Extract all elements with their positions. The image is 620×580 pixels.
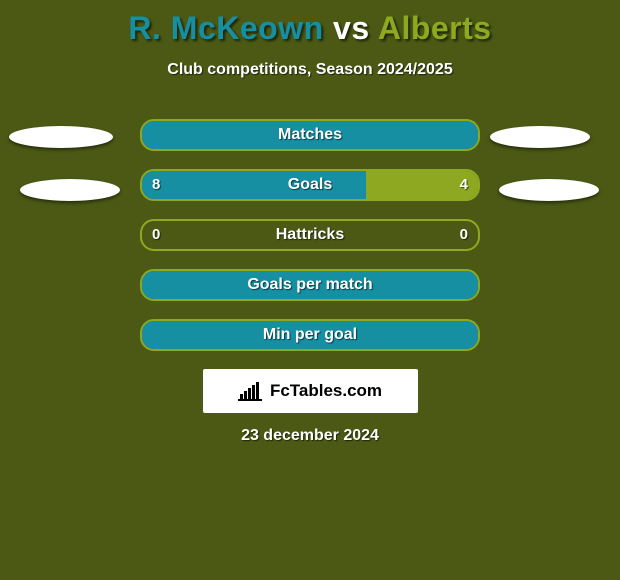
stat-row: 84Goals bbox=[140, 169, 480, 201]
bar-fill-player1 bbox=[142, 171, 366, 199]
page-title: R. McKeown vs Alberts bbox=[0, 0, 620, 47]
stat-row: 0 0Hattricks bbox=[140, 219, 480, 251]
player1-name: R. McKeown bbox=[128, 10, 323, 46]
avatar-placeholder-left-1 bbox=[9, 126, 113, 148]
player2-name: Alberts bbox=[378, 10, 492, 46]
avatar-placeholder-left-2 bbox=[20, 179, 120, 201]
bar-chart-icon bbox=[238, 381, 264, 401]
date-text: 23 december 2024 bbox=[0, 427, 620, 445]
stat-row: Matches bbox=[140, 119, 480, 151]
bar-fill-player1 bbox=[142, 321, 478, 349]
avatar-placeholder-right-1 bbox=[490, 126, 590, 148]
vs-text: vs bbox=[333, 10, 370, 46]
comparison-bars: Matches84Goals00HattricksGoals per match… bbox=[140, 119, 480, 351]
stat-value-player1: 0 bbox=[152, 221, 160, 249]
subtitle: Club competitions, Season 2024/2025 bbox=[0, 61, 620, 79]
bar-fill-player1 bbox=[142, 121, 478, 149]
source-badge: FcTables.com bbox=[203, 369, 418, 413]
source-text: FcTables.com bbox=[270, 381, 382, 401]
stat-value-player1: 8 bbox=[152, 171, 160, 199]
avatar-placeholder-right-2 bbox=[499, 179, 599, 201]
stat-value-player2: 0 bbox=[460, 221, 468, 249]
bar-fill-player1 bbox=[142, 271, 478, 299]
stat-label: Hattricks bbox=[142, 221, 478, 249]
stat-value-player2: 4 bbox=[460, 171, 468, 199]
stat-row: Min per goal bbox=[140, 319, 480, 351]
stat-row: Goals per match bbox=[140, 269, 480, 301]
